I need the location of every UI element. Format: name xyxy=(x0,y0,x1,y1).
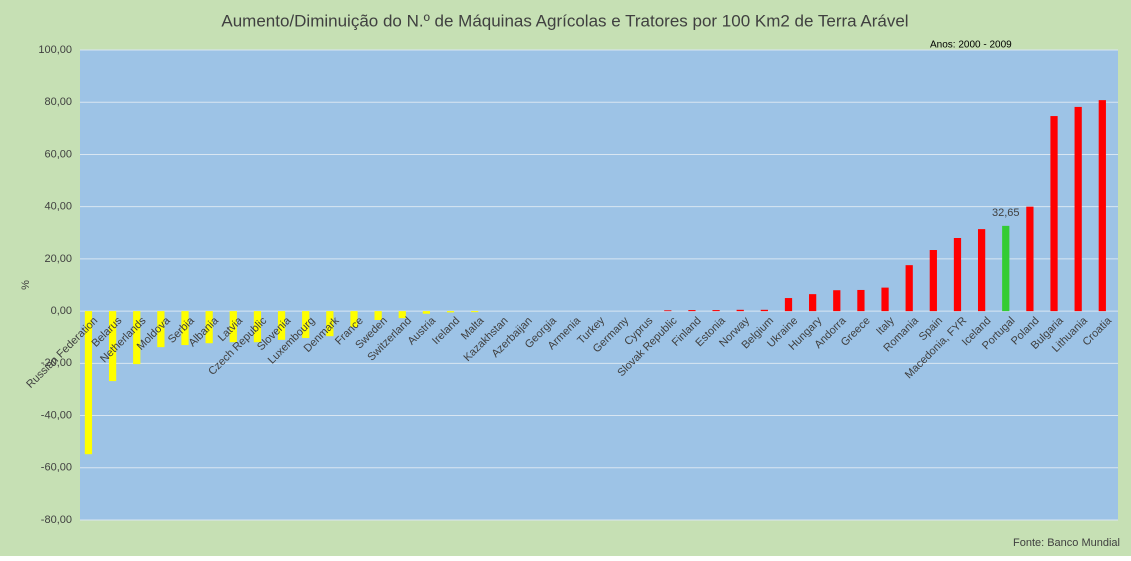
bar xyxy=(108,311,117,382)
source: Fonte: Banco Mundial xyxy=(1013,537,1120,549)
y-tick-label: -60,00 xyxy=(41,462,72,474)
chart-title: Aumento/Diminuição do N.º de Máquinas Ag… xyxy=(221,11,908,30)
y-tick-label: -80,00 xyxy=(41,514,72,526)
bar xyxy=(398,311,406,319)
bar xyxy=(760,309,768,312)
bar xyxy=(157,311,165,348)
bar xyxy=(929,250,937,312)
y-tick-label: 0,00 xyxy=(51,305,72,317)
bar xyxy=(1026,206,1034,312)
bar xyxy=(784,298,793,312)
y-tick-label: 100,00 xyxy=(38,44,72,56)
bar xyxy=(84,311,93,455)
y-tick-label: 80,00 xyxy=(44,96,72,108)
y-tick-label: 60,00 xyxy=(44,148,72,160)
y-tick-label: -20,00 xyxy=(41,357,72,369)
bar xyxy=(205,311,213,344)
bar xyxy=(229,311,237,343)
bar xyxy=(953,238,962,312)
bar xyxy=(664,310,672,312)
y-axis-label: % xyxy=(20,280,32,290)
y-tick-label: 20,00 xyxy=(44,253,72,265)
bar xyxy=(1098,100,1106,312)
annotation: Anos: 2000 - 2009 xyxy=(930,40,1012,51)
bar xyxy=(857,289,865,312)
bar xyxy=(1074,106,1082,312)
y-tick-label: -40,00 xyxy=(41,409,72,421)
bar xyxy=(374,311,382,320)
bar xyxy=(471,311,479,313)
bar xyxy=(253,311,262,343)
bar xyxy=(446,311,455,313)
bar xyxy=(133,311,141,365)
bar xyxy=(712,310,720,312)
bar xyxy=(977,229,986,312)
bar xyxy=(688,310,696,312)
y-tick-label: 40,00 xyxy=(44,201,72,213)
bar xyxy=(809,294,817,312)
bar xyxy=(1002,225,1010,312)
bar xyxy=(905,265,913,312)
bar xyxy=(833,290,841,312)
bar xyxy=(277,311,286,340)
bar xyxy=(736,309,744,312)
bar xyxy=(181,311,189,346)
bar xyxy=(302,311,310,339)
bar xyxy=(350,311,358,328)
bar xyxy=(881,287,889,312)
bar xyxy=(422,311,431,314)
bar xyxy=(1050,116,1058,312)
plot-area xyxy=(80,50,1118,520)
bar xyxy=(326,311,334,337)
data-label: 32,65 xyxy=(992,207,1020,219)
